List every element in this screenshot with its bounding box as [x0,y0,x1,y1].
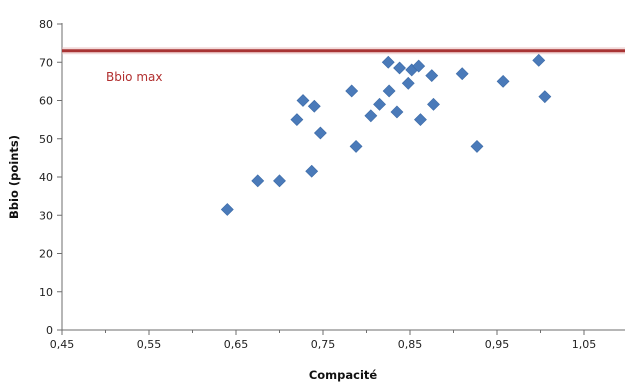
x-tick-label: 0,65 [224,338,249,351]
data-point [364,109,378,123]
bbio-max-reference: Bbio max [62,47,625,84]
y-tick-label: 70 [39,56,53,69]
x-tick-label: 1,05 [572,338,597,351]
data-point [382,84,396,98]
data-point [290,113,304,127]
y-tick-label: 80 [39,18,53,31]
y-tick-label: 30 [39,209,53,222]
data-point [496,74,510,88]
data-point [373,97,386,111]
data-point [412,59,426,73]
y-tick-label: 40 [39,171,53,184]
data-point [390,105,404,119]
x-axis: 0,45 0,55 0,65 0,75 0,85 0,95 1,05 [50,329,625,351]
data-point [425,69,439,83]
reference-line-label: Bbio max [106,70,162,84]
data-point [470,139,484,153]
data-point [381,55,395,69]
data-point [455,67,469,81]
data-point [313,126,327,140]
data-point [251,174,265,188]
y-tick-label: 0 [46,324,53,337]
y-tick-label: 60 [39,95,53,108]
data-points [220,53,552,216]
data-point [220,203,234,216]
x-axis-title: Compacité [309,368,378,382]
data-point [345,84,359,98]
data-point [305,164,319,178]
data-point [307,99,321,113]
y-tick-label: 20 [39,248,53,261]
data-point [296,94,310,107]
y-axis-title: Bbio (points) [7,135,21,219]
x-tick-label: 0,85 [398,338,423,351]
data-point [393,61,406,75]
data-point [538,90,552,104]
data-point [427,97,440,111]
x-tick-label: 0,95 [485,338,510,351]
data-point [273,174,286,188]
data-point [349,139,363,153]
x-tick-label: 0,45 [50,338,75,351]
x-tick-label: 0,55 [137,338,162,351]
y-axis: 0 10 20 30 40 50 60 70 80 [39,18,63,337]
y-tick-label: 10 [39,286,53,299]
data-point [532,53,546,67]
y-tick-label: 50 [39,133,53,146]
data-point [401,76,415,90]
x-tick-label: 0,75 [311,338,336,351]
data-point [414,113,427,127]
